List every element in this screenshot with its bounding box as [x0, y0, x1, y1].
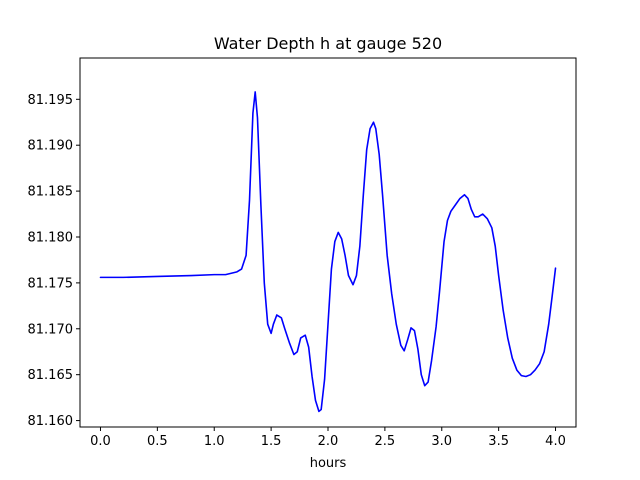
y-tick-label: 81.160	[28, 414, 74, 429]
y-tick-label: 81.185	[28, 185, 74, 200]
y-tick-label: 81.195	[28, 93, 74, 108]
plot-frame	[79, 57, 577, 428]
plot-area: 0.0 0.5 1.0 1.5 2.0 2.5 3.0 3.5 4.0 81.160 81.165 8…	[28, 57, 577, 449]
x-axis-label: hours	[310, 456, 347, 471]
x-tick-label: 2.5	[375, 434, 396, 449]
chart-title: Water Depth h at gauge 520	[214, 34, 442, 53]
y-tick-label: 81.170	[28, 322, 74, 337]
x-tick-label: 0.0	[90, 434, 111, 449]
y-tick-label: 81.190	[28, 139, 74, 154]
x-tick-label: 2.0	[318, 434, 339, 449]
y-tick-label: 81.165	[28, 368, 74, 383]
series-line-0	[99, 91, 557, 413]
x-tick-label: 1.5	[261, 434, 282, 449]
y-tick-label: 81.175	[28, 276, 74, 291]
x-tick-label: 4.0	[545, 434, 566, 449]
x-tick-label: 0.5	[147, 434, 168, 449]
x-tick-label: 1.0	[204, 434, 225, 449]
x-tick-label: 3.0	[431, 434, 452, 449]
y-tick-label: 81.180	[28, 230, 74, 245]
x-tick-label: 3.5	[488, 434, 509, 449]
